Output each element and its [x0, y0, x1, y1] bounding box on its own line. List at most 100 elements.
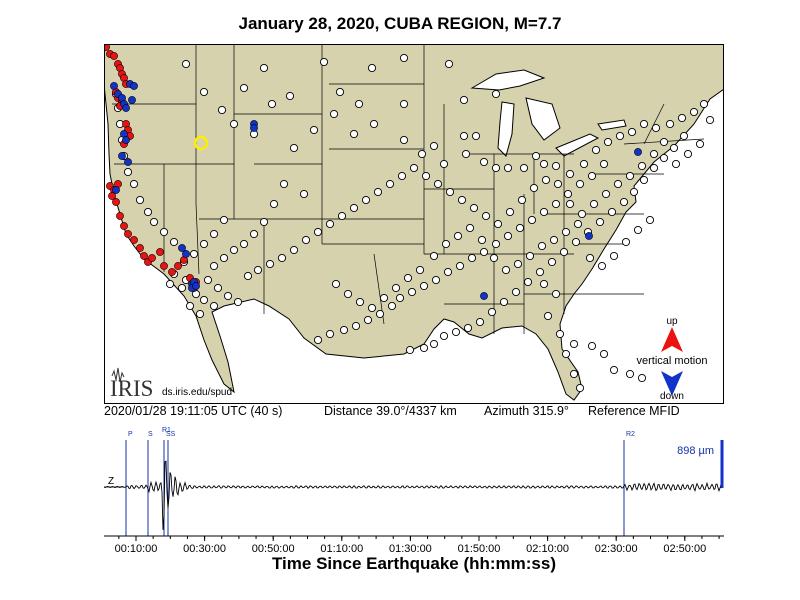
station-marker — [665, 119, 675, 129]
station-marker — [705, 115, 715, 125]
station-marker — [585, 253, 595, 263]
station-marker — [577, 209, 587, 219]
station-marker — [589, 199, 599, 209]
station-marker — [637, 161, 647, 171]
station-marker — [503, 163, 513, 173]
x-axis-title: Time Since Earthquake (hh:mm:ss) — [271, 554, 557, 573]
origin-time: 2020/01/28 19:11:05 UTC (40 s) — [104, 404, 283, 418]
station-marker — [505, 207, 515, 217]
station-marker — [259, 217, 269, 227]
x-tick-label: 00:10:00 — [115, 543, 158, 555]
station-marker — [217, 105, 227, 115]
iris-url: ds.iris.edu/spud — [162, 387, 232, 398]
station-marker — [118, 152, 126, 160]
station-marker — [619, 197, 629, 207]
station-marker — [136, 244, 144, 252]
station-marker — [493, 219, 503, 229]
station-marker — [625, 369, 635, 379]
station-marker — [569, 339, 579, 349]
station-marker — [124, 230, 132, 238]
legend-motion-label: vertical motion — [637, 355, 708, 367]
station-marker — [209, 261, 219, 271]
station-marker — [185, 301, 195, 311]
station-marker — [279, 179, 289, 189]
distance: Distance 39.0°/4337 km — [324, 404, 457, 418]
station-marker — [239, 83, 249, 93]
station-marker — [443, 267, 453, 277]
station-marker — [313, 227, 323, 237]
station-marker — [549, 235, 559, 245]
station-marker — [419, 281, 429, 291]
station-marker — [523, 277, 533, 287]
station-marker — [329, 109, 339, 119]
x-tick-label: 02:50:00 — [663, 543, 706, 555]
station-marker — [439, 159, 449, 169]
station-marker — [243, 271, 253, 281]
component-label: Z — [108, 476, 114, 487]
station-marker — [219, 215, 229, 225]
station-marker — [399, 53, 409, 63]
station-marker — [363, 315, 373, 325]
station-marker — [645, 215, 655, 225]
station-marker — [689, 107, 699, 117]
station-marker — [269, 199, 279, 209]
station-marker — [421, 171, 431, 181]
x-tick-label: 01:50:00 — [458, 543, 501, 555]
x-tick-label: 00:30:00 — [183, 543, 226, 555]
reference-station-marker — [193, 135, 209, 151]
station-marker — [627, 127, 637, 137]
station-marker — [417, 149, 427, 159]
station-marker — [199, 87, 209, 97]
station-marker — [479, 247, 489, 257]
phase-label: S — [148, 431, 153, 438]
land-area — [104, 44, 724, 401]
station-marker — [481, 211, 491, 221]
station-marker — [239, 239, 249, 249]
station-marker — [625, 171, 635, 181]
station-marker — [575, 179, 585, 189]
station-marker — [122, 104, 130, 112]
station-marker — [253, 265, 263, 275]
station-marker — [112, 198, 120, 206]
station-marker — [229, 119, 239, 129]
station-marker — [265, 259, 275, 269]
station-marker — [229, 245, 239, 255]
lake-ontario — [597, 119, 627, 131]
phase-label: R1 — [162, 427, 171, 434]
station-marker — [551, 199, 561, 209]
station-marker — [182, 250, 190, 258]
station-marker — [399, 135, 409, 145]
reference-station: Reference MFID — [588, 404, 680, 418]
station-marker — [110, 82, 118, 90]
station-marker — [367, 303, 377, 313]
lake-superior — [470, 69, 546, 91]
station-marker — [613, 179, 623, 189]
station-marker — [603, 137, 613, 147]
station-marker — [289, 245, 299, 255]
station-marker — [156, 248, 164, 256]
station-marker — [135, 195, 145, 205]
station-marker — [431, 275, 441, 285]
lake-erie — [555, 133, 600, 157]
station-marker — [445, 187, 455, 197]
station-marker — [529, 183, 539, 193]
station-marker — [349, 203, 359, 213]
station-marker — [633, 225, 643, 235]
station-marker — [419, 343, 429, 353]
station-marker — [116, 212, 124, 220]
station-marker — [539, 159, 549, 169]
station-marker — [467, 253, 477, 263]
station-marker — [143, 207, 153, 217]
station-marker — [683, 149, 693, 159]
station-marker — [459, 131, 469, 141]
iris-logo-text: IRIS — [110, 376, 153, 401]
station-marker — [629, 187, 639, 197]
station-marker — [108, 192, 116, 200]
iris-logo: IRIS — [110, 367, 153, 401]
station-marker — [699, 99, 709, 109]
station-marker — [591, 145, 601, 155]
station-marker — [541, 175, 551, 185]
station-marker — [319, 57, 329, 67]
page-title: January 28, 2020, CUBA REGION, M=7.7 — [238, 14, 562, 33]
